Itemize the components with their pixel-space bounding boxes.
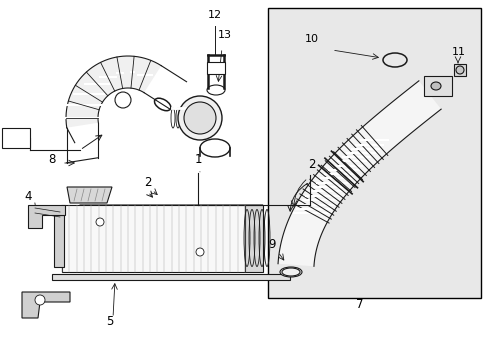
- Text: 9: 9: [268, 238, 275, 251]
- Bar: [423, 76, 451, 96]
- Polygon shape: [244, 205, 263, 272]
- Bar: [52, 274, 289, 280]
- Text: 8: 8: [48, 153, 56, 166]
- Text: 2: 2: [307, 158, 315, 171]
- Circle shape: [35, 295, 45, 305]
- Text: 1: 1: [194, 153, 202, 172]
- Polygon shape: [54, 215, 64, 267]
- Circle shape: [96, 218, 104, 226]
- Text: 3: 3: [24, 308, 32, 321]
- Ellipse shape: [280, 267, 302, 277]
- Polygon shape: [62, 205, 263, 223]
- Polygon shape: [28, 205, 65, 228]
- Polygon shape: [67, 187, 112, 203]
- Polygon shape: [66, 56, 161, 128]
- Text: 5: 5: [106, 315, 113, 328]
- Polygon shape: [278, 81, 440, 266]
- Bar: [62, 205, 244, 272]
- Bar: [2, 128, 30, 148]
- Text: 4: 4: [24, 190, 32, 203]
- Text: 6: 6: [12, 128, 20, 141]
- Ellipse shape: [430, 82, 440, 90]
- Text: 13: 13: [218, 30, 231, 40]
- Circle shape: [196, 248, 203, 256]
- Text: 12: 12: [207, 10, 222, 20]
- Circle shape: [183, 102, 216, 134]
- Text: 10: 10: [305, 34, 318, 44]
- Text: 7: 7: [356, 298, 363, 311]
- Circle shape: [115, 92, 131, 108]
- Bar: [206, 62, 224, 74]
- Polygon shape: [22, 292, 70, 318]
- Circle shape: [178, 96, 222, 140]
- Circle shape: [455, 66, 463, 74]
- Bar: [267, 8, 480, 298]
- Text: 2: 2: [144, 176, 151, 189]
- Bar: [453, 64, 465, 76]
- Text: 11: 11: [451, 47, 465, 57]
